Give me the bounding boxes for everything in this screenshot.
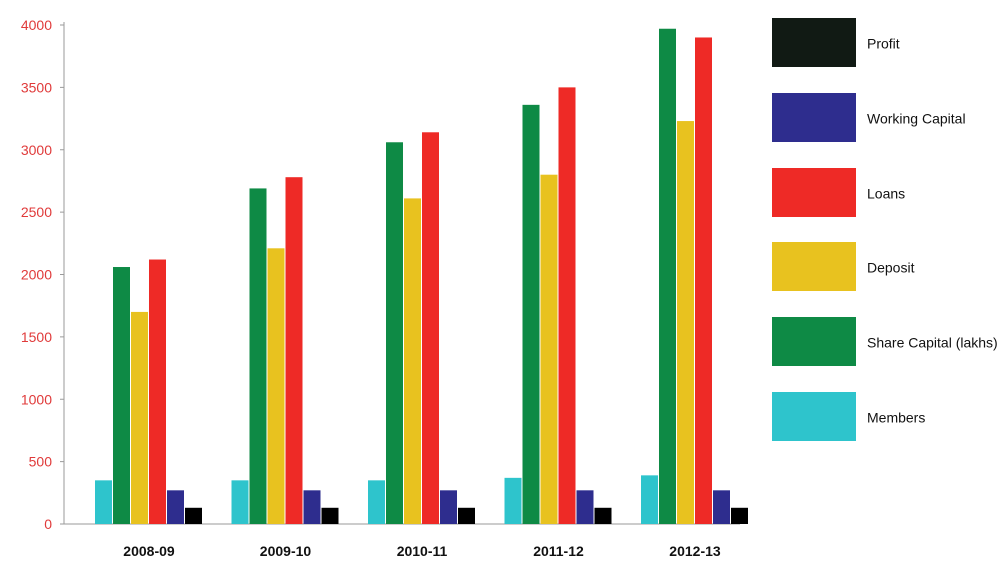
legend-swatch-share-capital-lakhs bbox=[772, 317, 856, 366]
bar-loans-2012-13 bbox=[695, 37, 712, 524]
legend-label-deposit: Deposit bbox=[867, 260, 915, 276]
bar-deposit-2009-10 bbox=[267, 248, 285, 525]
x-tick-label: 2010-11 bbox=[397, 543, 448, 559]
bar-working-capital-2008-09 bbox=[167, 490, 184, 524]
bar-deposit-2011-12 bbox=[540, 174, 558, 524]
bar-profit-2011-12 bbox=[594, 507, 612, 524]
y-tick-label: 2500 bbox=[21, 204, 52, 220]
y-tick-labels: 0 500 1000 1500 2000 2500 3000 3500 4000 bbox=[21, 17, 64, 532]
bar-loans-2008-09 bbox=[149, 259, 166, 524]
y-tick-label: 500 bbox=[29, 454, 53, 470]
y-tick-label: 4000 bbox=[21, 17, 52, 33]
y-tick-label: 3000 bbox=[21, 142, 52, 158]
bar-loans-2009-10 bbox=[285, 177, 303, 524]
legend-label-working-capital: Working Capital bbox=[867, 111, 966, 127]
bar-loans-2010-11 bbox=[422, 132, 439, 524]
legend-swatch-working-capital bbox=[772, 93, 856, 142]
legend-label-loans: Loans bbox=[867, 186, 905, 202]
bar-loans-2011-12 bbox=[558, 87, 576, 524]
bar-share-capital-lakhs-2010-11 bbox=[386, 142, 403, 524]
x-tick-label: 2011-12 bbox=[533, 543, 584, 559]
y-tick-label: 0 bbox=[44, 516, 52, 532]
legend-label-members: Members bbox=[867, 410, 925, 426]
legend-swatch-profit bbox=[772, 18, 856, 67]
legend-label-profit: Profit bbox=[867, 36, 900, 52]
bar-working-capital-2012-13 bbox=[713, 490, 730, 524]
bar-profit-2008-09 bbox=[185, 507, 202, 524]
y-tick-label: 1500 bbox=[21, 329, 52, 345]
bar-working-capital-2009-10 bbox=[303, 490, 321, 524]
bar-share-capital-lakhs-2008-09 bbox=[113, 267, 130, 524]
y-tick-label: 2000 bbox=[21, 267, 52, 283]
bar-deposit-2008-09 bbox=[131, 311, 148, 524]
legend-swatch-deposit bbox=[772, 242, 856, 291]
bar-members-2009-10 bbox=[231, 480, 249, 524]
bar-deposit-2012-13 bbox=[677, 121, 694, 525]
bar-share-capital-lakhs-2012-13 bbox=[659, 28, 676, 525]
bar-profit-2010-11 bbox=[458, 507, 475, 524]
y-tick-label: 3500 bbox=[21, 79, 52, 95]
y-tick-label: 1000 bbox=[21, 391, 52, 407]
x-tick-labels: 2008-09 2009-10 2010-11 2011-12 2012-13 bbox=[123, 543, 721, 559]
x-tick-label: 2009-10 bbox=[260, 543, 312, 559]
legend: Profit Working Capital Loans Deposit Share C… bbox=[772, 18, 998, 441]
bar-deposit-2010-11 bbox=[404, 198, 421, 524]
bar-members-2012-13 bbox=[641, 475, 658, 524]
legend-swatch-loans bbox=[772, 168, 856, 217]
bar-profit-2012-13 bbox=[731, 507, 748, 524]
bars bbox=[95, 28, 748, 525]
bar-share-capital-lakhs-2009-10 bbox=[249, 188, 267, 525]
bar-working-capital-2011-12 bbox=[576, 490, 594, 524]
bar-working-capital-2010-11 bbox=[440, 490, 457, 524]
x-tick-label: 2012-13 bbox=[669, 543, 721, 559]
legend-label-share-capital-lakhs: Share Capital (lakhs) bbox=[867, 335, 998, 351]
x-tick-label: 2008-09 bbox=[123, 543, 175, 559]
bar-members-2010-11 bbox=[368, 480, 385, 524]
bar-profit-2009-10 bbox=[321, 507, 339, 524]
bar-members-2011-12 bbox=[504, 477, 522, 524]
bar-members-2008-09 bbox=[95, 480, 112, 524]
legend-swatch-members bbox=[772, 392, 856, 441]
bar-share-capital-lakhs-2011-12 bbox=[522, 104, 540, 524]
